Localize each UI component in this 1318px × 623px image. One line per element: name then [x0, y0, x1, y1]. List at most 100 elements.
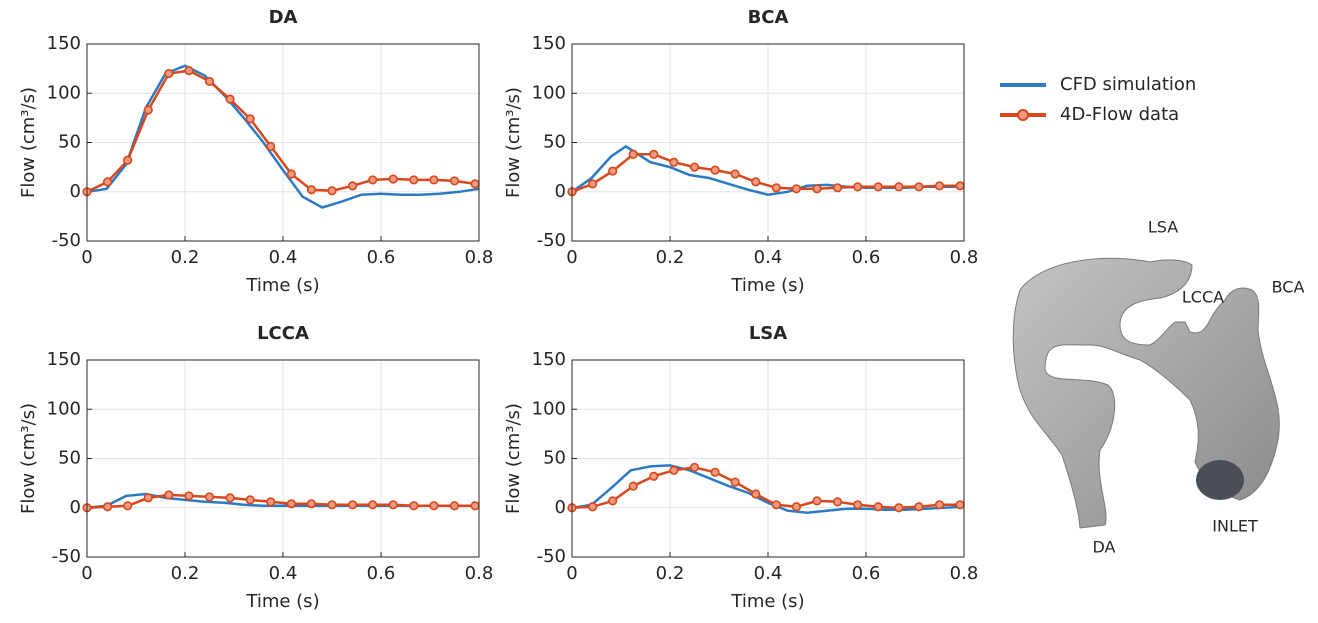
x-tick-label: 0.4: [754, 247, 783, 268]
x-tick-label: 0.8: [950, 563, 979, 584]
y-axis-label: Flow (cm³/s): [18, 87, 39, 198]
anatomy-label: LSA: [1148, 218, 1178, 237]
data-point: [628, 481, 638, 491]
x-tick-label: 0: [566, 247, 577, 268]
data-point: [873, 502, 883, 512]
axes-box: [571, 359, 965, 558]
anatomy-label: INLET: [1212, 517, 1258, 536]
x-tick-label: 0: [566, 563, 577, 584]
inlet-opening: [1196, 460, 1244, 500]
data-point: [245, 495, 255, 505]
data-point: [669, 465, 679, 475]
data-point: [225, 94, 235, 104]
y-tick-label: -50: [537, 546, 566, 567]
data-point: [368, 500, 378, 510]
y-axis-label: Flow (cm³/s): [503, 87, 524, 198]
data-point: [164, 490, 174, 500]
data-point: [327, 500, 337, 510]
data-point: [934, 500, 945, 510]
anatomy-label: BCA: [1272, 278, 1305, 297]
data-point: [812, 496, 822, 506]
data-point: [347, 181, 358, 191]
y-tick-label: 150: [47, 349, 81, 370]
data-point: [449, 176, 460, 186]
legend-label: CFD simulation: [1060, 74, 1196, 95]
axes-box: [571, 43, 965, 242]
data-point: [894, 503, 904, 513]
data-point: [327, 186, 337, 196]
data-point: [710, 165, 720, 175]
y-axis-label: Flow (cm³/s): [503, 403, 524, 514]
y-tick-label: -50: [52, 230, 81, 251]
data-point: [286, 169, 296, 179]
y-tick-label: 100: [532, 82, 566, 103]
x-tick-label: 0.4: [269, 247, 298, 268]
data-point: [409, 175, 419, 185]
x-tick-label: 0.6: [852, 563, 881, 584]
data-point: [429, 501, 439, 511]
y-tick-label: 50: [58, 132, 81, 153]
data-point: [204, 492, 215, 502]
legend-marker: [1017, 109, 1029, 121]
y-tick-label: 50: [58, 448, 81, 469]
data-point: [914, 182, 924, 192]
aorta-shape: [1012, 257, 1280, 529]
y-tick-label: -50: [52, 546, 81, 567]
data-point: [649, 149, 659, 159]
y-tick-label: -50: [537, 230, 566, 251]
x-tick-label: 0.2: [656, 563, 685, 584]
chart-title: DA: [269, 7, 298, 28]
data-point: [873, 182, 883, 192]
x-axis-label: Time (s): [730, 591, 804, 612]
data-point: [587, 179, 598, 189]
data-point: [710, 467, 720, 477]
legend-label: 4D-Flow data: [1060, 104, 1179, 125]
x-axis-label: Time (s): [245, 275, 319, 296]
data-point: [730, 169, 740, 179]
data-point: [266, 141, 276, 152]
data-point: [689, 162, 700, 172]
x-axis-label: Time (s): [730, 275, 804, 296]
data-point: [628, 149, 638, 159]
data-point: [347, 500, 358, 510]
data-point: [812, 184, 822, 194]
x-tick-label: 0: [81, 247, 92, 268]
data-point: [730, 477, 740, 487]
x-tick-label: 0.2: [171, 247, 200, 268]
data-point: [689, 462, 700, 472]
data-point: [853, 500, 863, 510]
data-point: [164, 68, 174, 79]
data-point: [587, 502, 598, 512]
data-point: [266, 497, 276, 507]
data-point: [470, 501, 480, 511]
y-tick-label: 150: [47, 33, 81, 54]
data-point: [894, 182, 904, 192]
data-point: [102, 502, 113, 512]
data-point: [409, 501, 419, 511]
data-point: [388, 500, 398, 510]
data-point: [669, 157, 679, 167]
chart-title: LSA: [749, 323, 787, 344]
data-point: [955, 181, 965, 191]
y-tick-label: 50: [543, 132, 566, 153]
data-line: [86, 64, 480, 209]
data-point: [245, 114, 255, 124]
data-point: [123, 501, 133, 511]
data-point: [751, 177, 761, 187]
x-tick-label: 0.6: [367, 247, 396, 268]
y-axis-label: Flow (cm³/s): [18, 403, 39, 514]
data-point: [751, 489, 761, 499]
y-tick-label: 0: [70, 181, 81, 202]
data-point: [771, 500, 781, 510]
data-point: [368, 175, 378, 185]
x-tick-label: 0.4: [269, 563, 298, 584]
x-tick-label: 0: [81, 563, 92, 584]
data-point: [102, 177, 113, 187]
data-point: [306, 185, 317, 195]
x-tick-label: 0.8: [465, 563, 494, 584]
anatomy-label: DA: [1093, 538, 1116, 557]
data-point: [184, 491, 194, 501]
